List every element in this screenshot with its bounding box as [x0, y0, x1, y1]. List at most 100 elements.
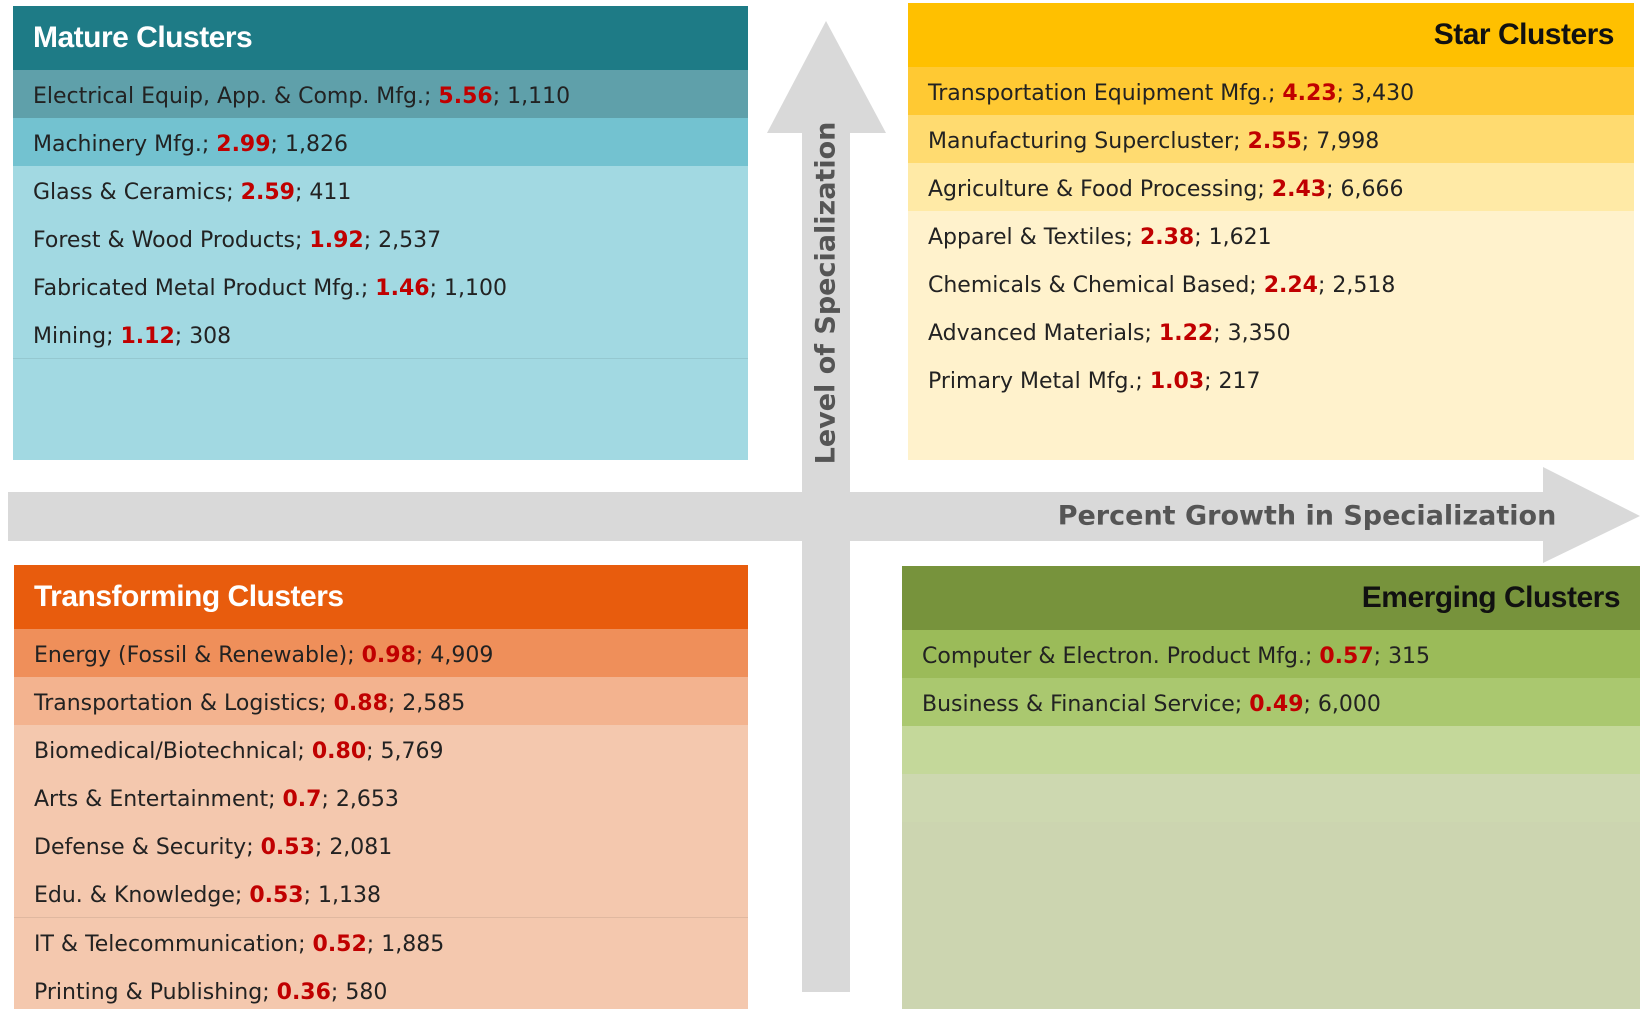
separator: ; [297, 739, 305, 764]
separator: ; [423, 84, 432, 109]
cluster-row: Energy (Fossil & Renewable); 0.98; 4,909 [14, 629, 748, 677]
separator: ; [303, 883, 312, 908]
cluster-row: Transportation & Logistics; 0.88; 2,585 [14, 677, 748, 725]
separator: ; [1125, 225, 1133, 250]
separator: ; [387, 691, 396, 716]
cluster-value: 2.59 [240, 180, 295, 205]
quadrant-title: Star Clusters [908, 3, 1634, 67]
separator: ; [321, 787, 329, 812]
cluster-name: Defense & Security [34, 835, 247, 860]
cluster-name: Printing & Publishing [34, 980, 263, 1005]
horizontal-arrow [8, 467, 1640, 563]
separator: ; [268, 787, 276, 812]
cluster-jobs: 1,110 [507, 84, 571, 109]
cluster-value: 0.7 [282, 787, 322, 812]
cluster-jobs: 411 [309, 180, 352, 205]
cluster-value: 0.36 [276, 980, 331, 1005]
cluster-value: 0.98 [361, 643, 416, 668]
cluster-name: Primary Metal Mfg. [928, 369, 1136, 394]
cluster-jobs: 308 [189, 324, 232, 349]
cluster-jobs: 3,430 [1351, 81, 1415, 106]
separator: ; [1373, 644, 1382, 669]
cluster-value: 0.88 [333, 691, 388, 716]
separator: ; [1336, 81, 1345, 106]
separator: ; [1317, 273, 1326, 298]
cluster-value: 0.53 [260, 835, 315, 860]
cluster-value: 0.57 [1319, 644, 1374, 669]
cluster-jobs: 2,518 [1332, 273, 1396, 298]
cluster-name: Energy (Fossil & Renewable) [34, 643, 348, 668]
separator: ; [1267, 81, 1276, 106]
cluster-jobs: 1,826 [284, 132, 348, 157]
cluster-jobs: 6,666 [1340, 177, 1404, 202]
cluster-row: Agriculture & Food Processing; 2.43; 6,6… [908, 163, 1634, 211]
cluster-name: Electrical Equip, App. & Comp. Mfg. [33, 84, 424, 109]
separator: ; [1144, 321, 1152, 346]
separator: ; [429, 276, 437, 301]
separator: ; [234, 883, 243, 908]
cluster-name: Agriculture & Food Processing [928, 177, 1258, 202]
separator: ; [1249, 273, 1257, 298]
separator: ; [347, 643, 355, 668]
cluster-row: Fabricated Metal Product Mfg.; 1.46; 1,1… [13, 262, 748, 310]
quadrant: Transforming Clusters Energy (Fossil & Re… [14, 565, 748, 1009]
cluster-jobs: 2,081 [329, 835, 393, 860]
cluster-name: Advanced Materials [928, 321, 1145, 346]
cluster-row: Defense & Security; 0.53; 2,081 [14, 821, 748, 869]
separator: ; [201, 132, 210, 157]
separator: ; [1233, 129, 1241, 154]
cluster-value: 0.53 [249, 883, 304, 908]
separator: ; [174, 324, 183, 349]
cluster-value: 1.03 [1149, 369, 1205, 394]
cluster-value: 1.12 [120, 324, 175, 349]
cluster-name: Biomedical/Biotechnical [34, 739, 298, 764]
cluster-jobs: 580 [345, 980, 388, 1005]
cluster-value: 0.52 [312, 932, 367, 957]
cluster-value: 2.55 [1247, 129, 1302, 154]
cluster-jobs: 217 [1218, 369, 1261, 394]
cluster-jobs: 7,998 [1316, 129, 1380, 154]
quadrant-title: Mature Clusters [13, 6, 748, 70]
separator: ; [298, 932, 306, 957]
separator: ; [1304, 644, 1313, 669]
quadrant: Mature Clusters Electrical Equip, App. & … [13, 6, 748, 460]
quadrant-title: Emerging Clusters [902, 566, 1640, 630]
cluster-jobs: 1,138 [318, 883, 381, 908]
cluster-name: Manufacturing Supercluster [928, 129, 1234, 154]
separator: ; [415, 643, 424, 668]
axis-label: Percent Growth in Specialization [1057, 500, 1557, 532]
cluster-name: Business & Financial Service [922, 692, 1235, 717]
cluster-name: Edu. & Knowledge [34, 883, 235, 908]
separator: ; [226, 180, 234, 205]
separator: ; [330, 980, 339, 1005]
cluster-row: Mining; 1.12; 308 [13, 310, 748, 359]
cluster-row: Biomedical/Biotechnical; 0.80; 5,769 [14, 725, 748, 773]
cluster-row: Forest & Wood Products; 1.92; 2,537 [13, 214, 748, 262]
cluster-row: Chemicals & Chemical Based; 2.24; 2,518 [908, 259, 1634, 307]
empty-row [902, 726, 1640, 774]
cluster-name: Glass & Ceramics [33, 180, 227, 205]
cluster-jobs: 2,537 [378, 228, 442, 253]
separator: ; [246, 835, 254, 860]
cluster-row: Business & Financial Service; 0.49; 6,00… [902, 678, 1640, 726]
separator: ; [1234, 692, 1243, 717]
cluster-value: 0.80 [311, 739, 367, 764]
cluster-row: Machinery Mfg.; 2.99; 1,826 [13, 118, 748, 166]
cluster-value: 2.43 [1271, 177, 1327, 202]
cluster-name: IT & Telecommunication [34, 932, 299, 957]
cluster-name: Transportation Equipment Mfg. [928, 81, 1268, 106]
separator: ; [270, 132, 278, 157]
cluster-row: IT & Telecommunication; 0.52; 1,885 [14, 918, 748, 966]
separator: ; [314, 835, 323, 860]
separator: ; [1303, 692, 1311, 717]
axis-label: Level of Specialization [810, 121, 842, 465]
separator: ; [366, 932, 375, 957]
cluster-name: Fabricated Metal Product Mfg. [33, 276, 361, 301]
separator: ; [106, 324, 114, 349]
cluster-jobs: 2,653 [335, 787, 399, 812]
cluster-name: Machinery Mfg. [33, 132, 202, 157]
cluster-jobs: 1,100 [444, 276, 507, 301]
quadrant: Star Clusters Transportation Equipment Mf… [908, 3, 1634, 460]
cluster-jobs: 1,621 [1208, 225, 1272, 250]
